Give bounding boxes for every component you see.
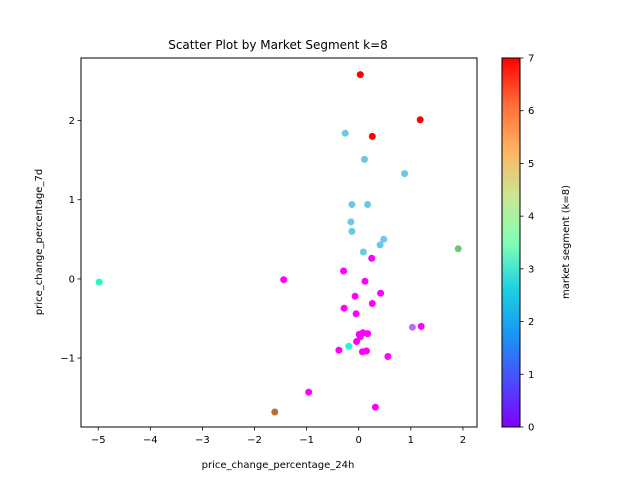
x-tick-label: 1 — [408, 435, 414, 446]
plot-frame — [80, 57, 478, 428]
data-point — [356, 71, 364, 79]
x-tick-label: 2 — [460, 435, 466, 446]
y-tick-label: −1 — [60, 354, 75, 365]
x-tick-label: −1 — [299, 435, 314, 446]
y-tick-label: 2 — [69, 116, 75, 127]
y-tick-label: 0 — [69, 274, 75, 285]
colorbar-tick-label: 4 — [528, 212, 534, 223]
x-tick-label: −5 — [91, 435, 106, 446]
x-tick-label: −3 — [195, 435, 210, 446]
data-point — [271, 408, 279, 416]
data-point — [364, 330, 372, 338]
data-point — [305, 388, 313, 396]
chart-title: Scatter Plot by Market Segment k=8 — [168, 38, 388, 52]
data-point — [417, 322, 425, 330]
y-tick-label: 1 — [69, 195, 75, 206]
y-axis-label: price_change_percentage_7d — [34, 169, 45, 315]
data-point — [351, 292, 359, 300]
data-point — [416, 116, 424, 124]
colorbar-tick-label: 3 — [528, 264, 534, 275]
data-point — [361, 155, 368, 163]
data-point — [341, 129, 349, 137]
x-axis-label: price_change_percentage_24h — [202, 460, 355, 471]
data-point — [408, 323, 416, 331]
x-tick-label: −4 — [143, 435, 158, 446]
data-point — [345, 342, 353, 350]
data-point — [335, 346, 343, 354]
data-point — [359, 248, 367, 256]
colorbar-tick-label: 7 — [528, 54, 534, 65]
data-point — [368, 132, 376, 140]
colorbar-tick-label: 2 — [528, 317, 534, 328]
data-point — [364, 201, 372, 208]
data-point — [340, 304, 348, 312]
data-point — [380, 235, 388, 243]
data-point — [361, 277, 369, 285]
data-point — [376, 241, 384, 249]
colorbar-tick-label: 1 — [528, 370, 534, 381]
data-point — [347, 218, 355, 226]
colorbar — [501, 57, 521, 428]
data-point — [368, 254, 376, 262]
data-point — [368, 300, 376, 307]
y-axis-ticks: −1 0 1 2 — [60, 116, 81, 365]
data-point — [348, 227, 356, 235]
data-point — [384, 353, 392, 360]
colorbar-label: market segment (k=8) — [561, 185, 572, 299]
x-tick-label: 0 — [356, 435, 362, 446]
data-point — [371, 403, 379, 411]
data-point — [352, 310, 360, 318]
data-point — [95, 278, 103, 286]
x-tick-label: −2 — [247, 435, 262, 446]
colorbar-tick-label: 0 — [528, 423, 534, 434]
data-point — [348, 201, 356, 208]
data-point — [280, 276, 288, 284]
x-axis-ticks: −5 −4 −3 −2 −1 0 1 2 — [91, 427, 466, 446]
colorbar-ticks: 0 1 2 3 4 5 6 7 — [520, 54, 534, 434]
data-point — [454, 245, 462, 253]
data-point — [340, 267, 348, 275]
data-point — [353, 338, 361, 345]
data-point — [377, 289, 385, 297]
data-point — [356, 333, 364, 341]
data-point — [401, 170, 409, 178]
data-points — [95, 71, 462, 416]
colorbar-tick-label: 6 — [528, 106, 534, 117]
data-point — [363, 347, 370, 355]
colorbar-tick-label: 5 — [528, 159, 534, 170]
plot-area — [81, 58, 477, 427]
